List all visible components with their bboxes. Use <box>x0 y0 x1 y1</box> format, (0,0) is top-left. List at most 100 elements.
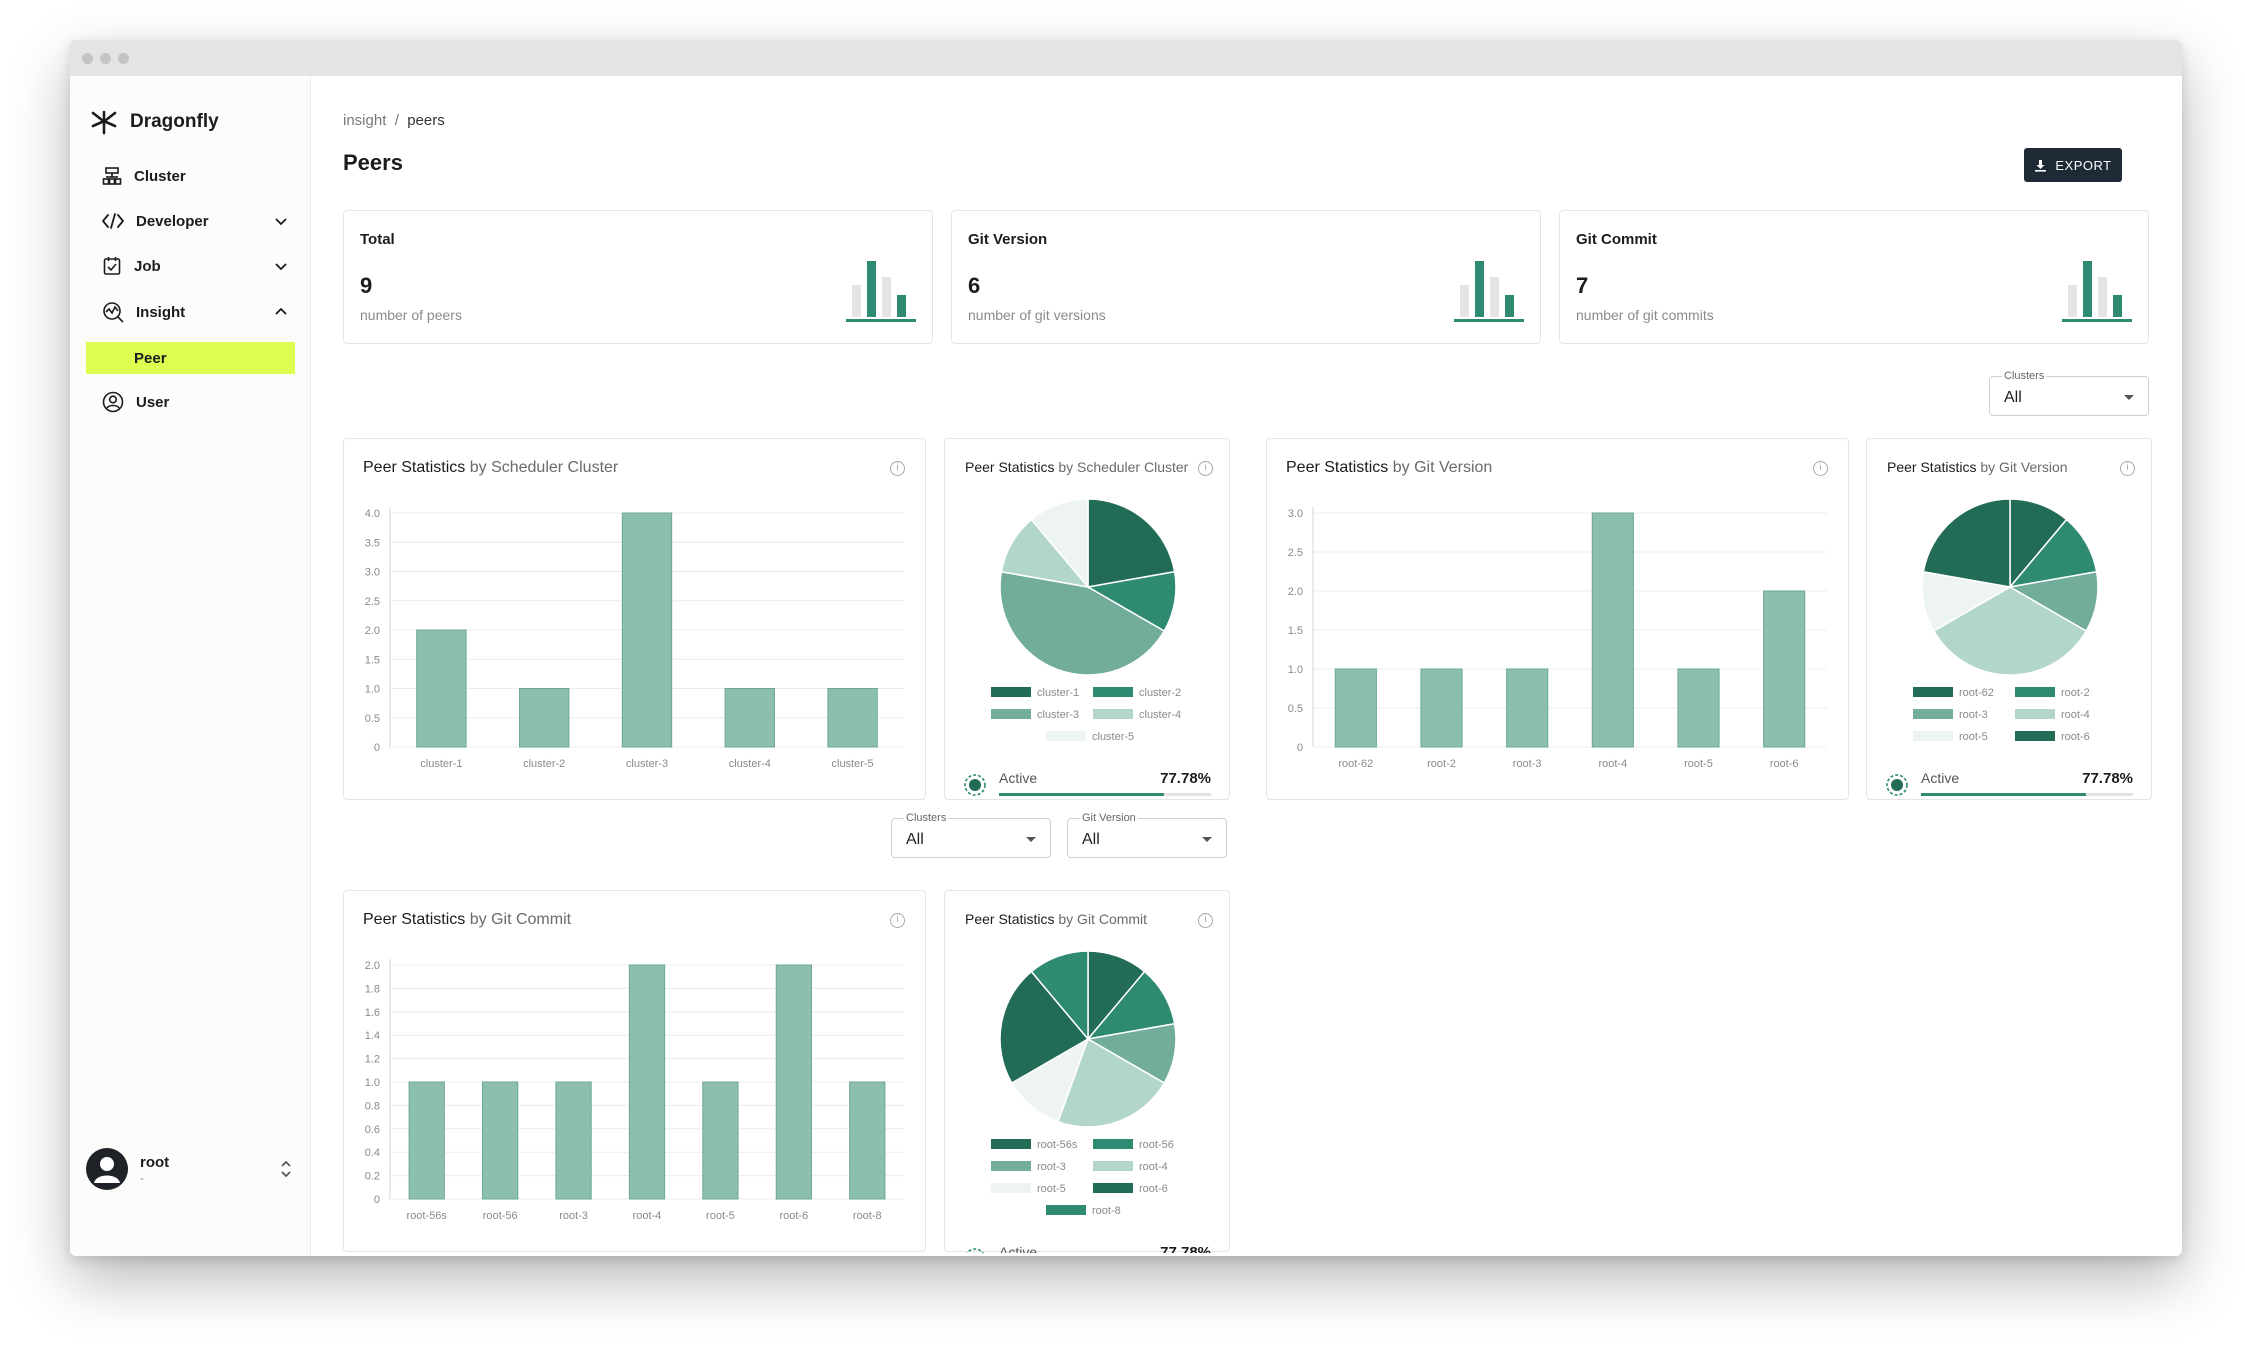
bar[interactable] <box>408 1081 445 1200</box>
y-tick-label: 4.0 <box>365 508 380 520</box>
legend-label: root-62 <box>1959 687 1994 699</box>
sidebar-item-job[interactable]: Job <box>102 256 288 276</box>
active-label: Active <box>999 1244 1037 1253</box>
bar[interactable] <box>827 688 878 748</box>
legend-label: root-56 <box>1139 1139 1174 1151</box>
legend-label: root-6 <box>1139 1183 1168 1195</box>
window-dot[interactable] <box>82 53 93 64</box>
y-tick-label: 0.4 <box>365 1147 380 1159</box>
pie-slice[interactable] <box>999 570 1166 676</box>
stat-card-git-commit: Git Commit 7 number of git commits <box>1559 210 2149 344</box>
bar[interactable] <box>621 512 673 748</box>
pie-slice[interactable] <box>1932 586 2088 676</box>
select-label: Git Version <box>1080 812 1138 824</box>
bar[interactable] <box>775 964 812 1200</box>
sidebar-item-cluster[interactable]: Cluster <box>102 166 288 186</box>
bar[interactable] <box>1677 668 1720 748</box>
bar[interactable] <box>849 1081 886 1200</box>
legend-swatch <box>1913 687 1953 697</box>
info-icon[interactable]: i <box>1813 461 1828 476</box>
x-tick-label: cluster-3 <box>626 758 668 770</box>
legend-label: root-3 <box>1959 709 1988 721</box>
bar[interactable] <box>724 688 775 748</box>
chart-card-bar-scheduler-cluster: Peer Statistics by Scheduler Cluster i 0… <box>343 438 926 800</box>
sidebar-item-peer[interactable]: Peer <box>86 342 295 374</box>
bar[interactable] <box>519 688 570 748</box>
chevron-down-icon[interactable] <box>274 259 288 273</box>
cluster-icon <box>102 167 122 185</box>
x-tick-label: cluster-5 <box>832 758 874 770</box>
window-dot[interactable] <box>100 53 111 64</box>
brand[interactable]: Dragonfly <box>90 108 219 136</box>
page-title: Peers <box>343 150 403 175</box>
bar[interactable] <box>1591 512 1634 748</box>
sidebar-item-developer[interactable]: Developer <box>102 211 288 231</box>
x-tick-label: root-56s <box>407 1210 448 1222</box>
info-icon[interactable]: i <box>890 913 905 928</box>
bar[interactable] <box>1763 590 1806 748</box>
legend-label: cluster-2 <box>1139 687 1181 699</box>
y-tick-label: 1.6 <box>365 1007 380 1019</box>
clusters-select[interactable]: Clusters All <box>891 812 1051 858</box>
legend-swatch <box>1046 1205 1086 1215</box>
info-icon[interactable]: i <box>1198 913 1213 928</box>
stat-value: 7 <box>1576 273 1589 298</box>
pie-slice[interactable] <box>1087 498 1176 588</box>
account-menu[interactable]: root - <box>86 1148 295 1190</box>
chart-subtitle: by Git Version <box>1980 459 2068 475</box>
bar[interactable] <box>1506 668 1549 748</box>
bar-chart-icon <box>2062 261 2132 322</box>
x-tick-label: cluster-4 <box>729 758 771 770</box>
active-indicator-ring <box>966 1248 984 1253</box>
info-icon[interactable]: i <box>2120 461 2135 476</box>
y-tick-label: 2.0 <box>365 625 380 637</box>
pie-slice[interactable] <box>1922 498 2011 588</box>
breadcrumb-parent[interactable]: insight <box>343 112 387 129</box>
git-version-select[interactable]: Git Version All <box>1067 812 1227 858</box>
dropdown-arrow-icon <box>2124 395 2134 400</box>
x-tick-label: root-4 <box>1598 758 1627 770</box>
stat-subtitle: number of git commits <box>1576 307 1714 323</box>
sidebar: Dragonfly Cluster Developer Job Insight <box>70 76 311 1256</box>
bar[interactable] <box>482 1081 519 1200</box>
chevron-down-icon[interactable] <box>274 214 288 228</box>
legend-label: root-4 <box>1139 1161 1168 1173</box>
y-tick-label: 1.2 <box>365 1054 380 1066</box>
bar-chart: 0 0.5 1.0 1.5 2.0 2.5 3.0 root-62 root-2 root-3 ro… <box>1288 507 1827 770</box>
pie-slice[interactable] <box>1030 950 1089 1042</box>
info-icon[interactable]: i <box>890 461 905 476</box>
bar[interactable] <box>1420 668 1463 748</box>
x-tick-label: cluster-2 <box>523 758 565 770</box>
chart-card-pie-git-version: Peer Statistics by Git Version i root-62… <box>1866 438 2152 800</box>
window-dot[interactable] <box>118 53 129 64</box>
sidebar-item-user[interactable]: User <box>102 391 288 413</box>
export-label: EXPORT <box>2055 157 2112 173</box>
sidebar-item-label: Peer <box>134 349 167 367</box>
bar[interactable] <box>416 629 467 748</box>
breadcrumb-separator: / <box>394 112 399 129</box>
legend-label: root-2 <box>2061 687 2090 699</box>
legend-label: root-8 <box>1092 1205 1121 1217</box>
chart-subtitle: by Git Commit <box>469 911 572 928</box>
legend-swatch <box>2015 731 2055 741</box>
pie-slice[interactable] <box>999 970 1090 1085</box>
chevron-up-icon[interactable] <box>274 305 288 319</box>
bar[interactable] <box>702 1081 739 1200</box>
bar[interactable] <box>1334 668 1377 748</box>
bar[interactable] <box>555 1081 592 1200</box>
export-button[interactable]: EXPORT <box>2024 148 2122 182</box>
user-circle-icon <box>102 391 124 413</box>
y-tick-label: 0.2 <box>365 1171 380 1183</box>
bar-chart: 0 0.5 1.0 1.5 2.0 2.5 3.0 3.5 4.0 cluster-1 cluste… <box>365 507 904 770</box>
pie-slice[interactable] <box>1056 1037 1166 1128</box>
clusters-select[interactable]: Clusters All <box>1989 370 2149 416</box>
pie-slice[interactable] <box>1030 498 1089 590</box>
y-tick-label: 0.8 <box>365 1100 380 1112</box>
unfold-icon[interactable] <box>279 1158 293 1180</box>
sidebar-item-insight[interactable]: Insight <box>102 301 288 323</box>
stat-subtitle: number of peers <box>360 307 462 323</box>
bar[interactable] <box>628 964 666 1200</box>
legend-swatch <box>2015 709 2055 719</box>
info-icon[interactable]: i <box>1198 461 1213 476</box>
x-tick-label: root-6 <box>779 1210 808 1222</box>
